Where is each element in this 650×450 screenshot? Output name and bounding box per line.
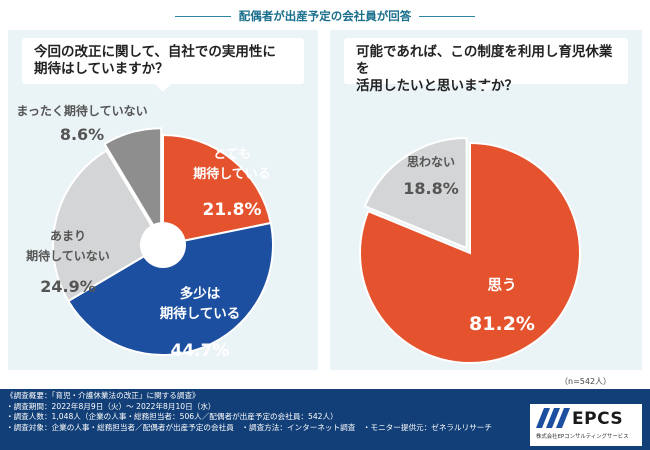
epcs-logo: EPCS 株式会社EPコンサルティングサービス — [530, 404, 642, 446]
survey-period: ・調査期間：2022年8月9日（火）～ 2022年8月10日（水） — [6, 401, 216, 411]
pie-1-category-label-4: まったく期待していない — [16, 103, 147, 118]
left-question-box: 今回の改正に関して、自社での実用性に 期待はしていますか？ — [22, 38, 304, 92]
pie-2-value-label-1: 18.8% — [403, 179, 459, 198]
pie-2-value-label-2: 81.2% — [469, 313, 535, 335]
header-rule-left — [174, 15, 231, 18]
pie-1-slice-2 — [66, 221, 274, 356]
right-question-pointer — [478, 84, 494, 92]
pie-1-center-hole — [140, 222, 186, 268]
header-rule-right — [419, 15, 476, 18]
logo-slash-icon — [536, 408, 570, 428]
pie-1-value-label-2: 44.7% — [171, 341, 230, 361]
logo-name: EPCS — [572, 409, 624, 429]
survey-target: ・調査対象：企業の人事・総務担当者／配偶者が出産予定の会社員 ・調査方法：インタ… — [6, 422, 492, 432]
header-title: 配偶者が出産予定の会社員が回答 — [238, 9, 412, 23]
pie-2-category-label-2: 思う — [488, 277, 517, 294]
survey-summary: 《調査概要：「育児・介護休業法の改正」に関する調査》 ・調査期間：2022年8月… — [6, 391, 492, 433]
logo-subtitle: 株式会社EPコンサルティングサービス — [536, 434, 629, 440]
left-question-pointer — [155, 84, 171, 92]
pie-chart-1 — [52, 127, 274, 356]
pie-1-slice-3 — [52, 149, 165, 303]
survey-respondents: ・調査人数：1,048人（企業の人事・総務担当者：506人／配偶者が出産予定の会… — [6, 412, 338, 421]
pie-1-category-label-2: 期待している — [160, 305, 241, 322]
left-question: 今回の改正に関して、自社での実用性に 期待はしていますか？ — [34, 44, 276, 77]
right-question-box: 可能であれば、この制度を利用し育児休業を 活用したいと思いますか？ — [344, 38, 628, 94]
pie-chart-2 — [358, 137, 581, 364]
pie-2-slice-1 — [363, 137, 468, 250]
right-question: 可能であれば、この制度を利用し育児休業を 活用したいと思いますか？ — [356, 44, 613, 94]
header: 配偶者が出産予定の会社員が回答 — [0, 8, 650, 24]
pie-1-value-label-3: 24.9% — [40, 277, 96, 296]
survey-title: 《調査概要：「育児・介護休業法の改正」に関する調査》 — [6, 391, 200, 400]
pie-2-slice-2 — [358, 141, 581, 364]
pie-1-value-label-4: 8.6% — [60, 125, 104, 144]
pie-1-category-label-2: 多少は — [180, 285, 221, 302]
pie-1-value-label-1: 21.8% — [203, 200, 262, 220]
pie-1-slice-4 — [103, 127, 163, 242]
sample-size: （n=542人） — [560, 377, 612, 386]
pie-1-category-label-3: 期待していない — [26, 248, 110, 263]
pie-1-slice-1 — [162, 133, 272, 247]
pie-1-category-label-1: 期待している — [193, 166, 271, 182]
pie-1-category-label-3: あまり — [50, 229, 86, 243]
pie-2-category-label-1: 思わない — [407, 155, 455, 169]
pie-1-category-label-1: とても — [213, 147, 251, 162]
